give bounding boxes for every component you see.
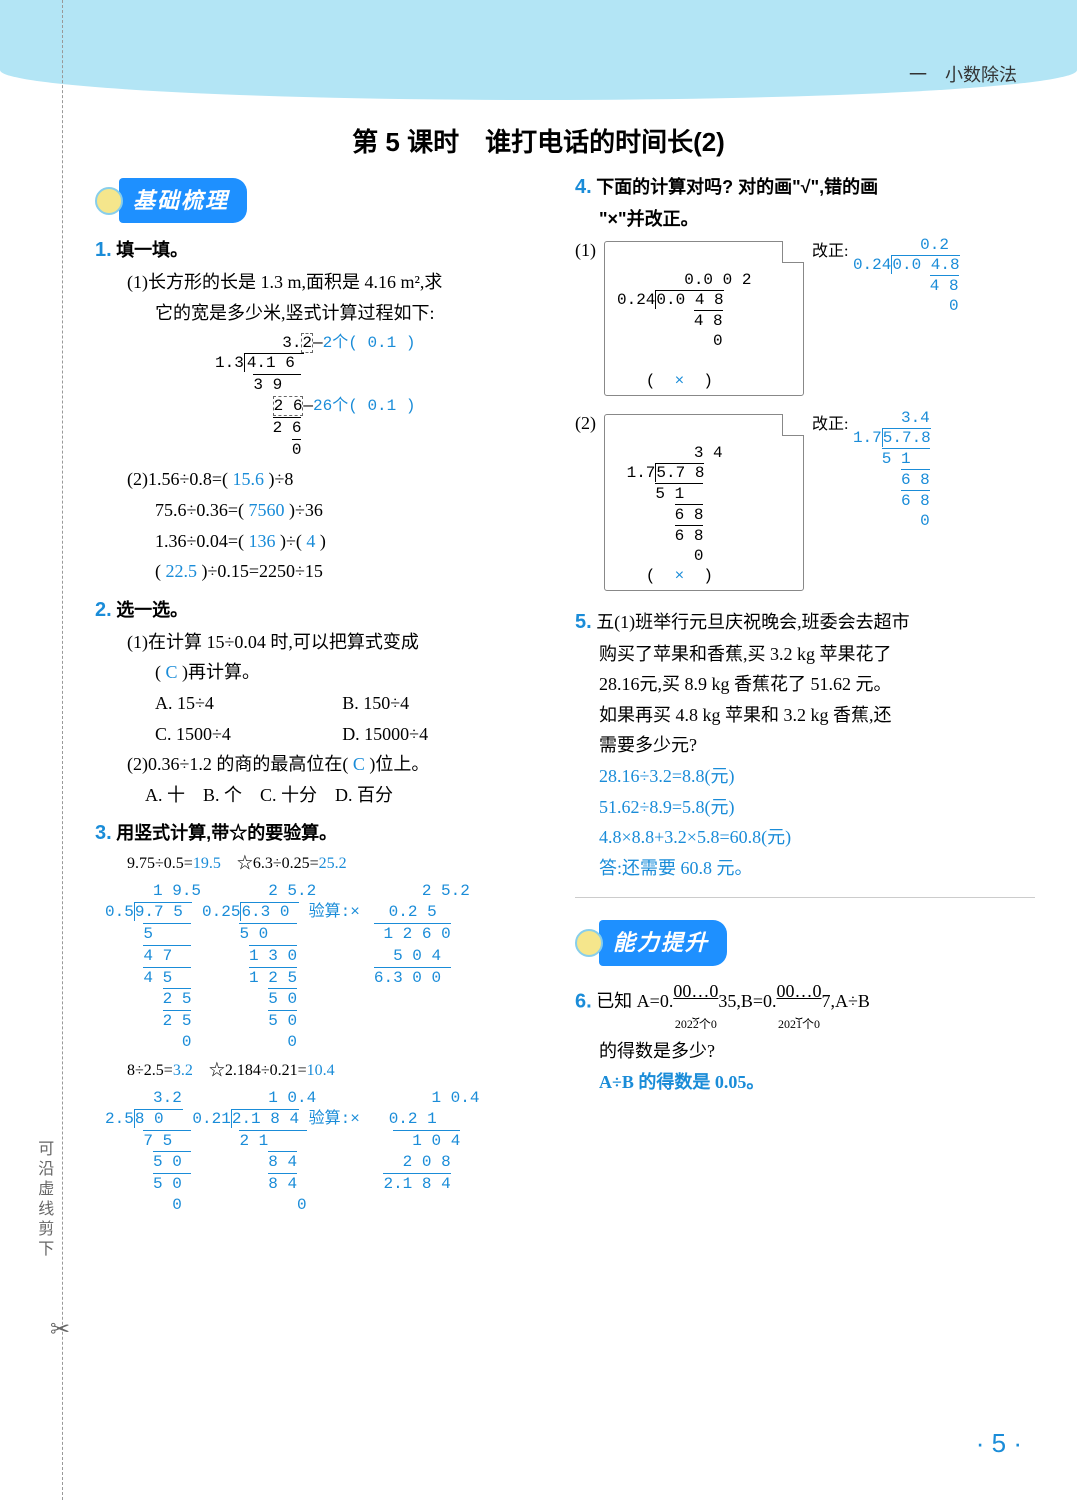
q2-2-opts: A. 十 B. 个 C. 十分 D. 百分	[95, 780, 545, 811]
q4-title2: "×"并改正。	[575, 204, 1035, 235]
badge-ability-text: 能力提升	[599, 920, 727, 965]
badge-basics: 基础梳理	[95, 178, 247, 223]
q4-2-corr: 改正: 3.4 1.75.7.8 5 1 6 8 6 8 0	[812, 408, 931, 531]
q2-1b: ( C )再计算。	[95, 657, 545, 688]
q3-row2: 8÷2.5=3.2 ☆2.184÷0.21=10.4	[95, 1057, 545, 1084]
cut-line	[62, 0, 63, 1500]
q2-1-optA: A. 15÷4	[155, 688, 342, 719]
q6-t1: 已知 A=0.00…0⏟2022个035,B=0.00…0⏟2021个07,A÷…	[596, 991, 870, 1011]
q1-2d: ( 22.5 )÷0.15=2250÷15	[95, 556, 545, 587]
q2-num: 2.	[95, 599, 112, 621]
badge-basics-text: 基础梳理	[119, 178, 247, 223]
q2-2: (2)0.36÷1.2 的商的最高位在( C )位上。	[95, 749, 545, 780]
clock-icon	[575, 929, 603, 957]
q2-2-optA: A. 十	[145, 780, 185, 811]
q2-1-opts: A. 15÷4 B. 150÷4 C. 1500÷4 D. 15000÷4	[95, 688, 545, 749]
q3-row1: 9.75÷0.5=19.5 ☆6.3÷0.25=25.2	[95, 850, 545, 877]
q2-2-optB: B. 个	[203, 780, 242, 811]
q4: 4. 下面的计算对吗? 对的画"√",错的画 "×"并改正。 (1) 0.0 0…	[575, 170, 1035, 597]
q5-t5: 需要多少元?	[575, 730, 1035, 761]
q3: 3. 用竖式计算,带☆的要验算。 9.75÷0.5=19.5 ☆6.3÷0.25…	[95, 816, 545, 1216]
q4-2-correction: 3.4 1.75.7.8 5 1 6 8 6 8 0	[853, 408, 931, 531]
q4-1-box: 0.0 0 2 0.240.0 4 8 4 8 0 ( × )	[604, 241, 804, 396]
q1-num: 1.	[95, 239, 112, 261]
q5-num: 5.	[575, 611, 592, 633]
q2-1-optB: B. 150÷4	[342, 688, 529, 719]
page-title: 第 5 课时 谁打电话的时间长(2)	[0, 120, 1077, 164]
q6: 6. 已知 A=0.00…0⏟2022个035,B=0.00…0⏟2021个07…	[575, 976, 1035, 1098]
q5: 5. 五(1)班举行元旦庆祝晚会,班委会去超市 购买了苹果和香蕉,买 3.2 k…	[575, 605, 1035, 884]
q1: 1. 填一填。 (1)长方形的长是 1.3 m,面积是 4.16 m²,求 它的…	[95, 233, 545, 586]
q6-num: 6.	[575, 990, 592, 1012]
q1-1b: 它的宽是多少米,竖式计算过程如下:	[95, 298, 545, 329]
q1-title: 填一填。	[116, 240, 188, 260]
q4-1-corr: 改正: 0.2 0.240.0 4.8 4 8 0	[812, 235, 960, 316]
q5-t3: 28.16元,买 8.9 kg 香蕉花了 51.62 元。	[575, 669, 1035, 700]
q5-t1: 五(1)班举行元旦庆祝晚会,班委会去超市	[596, 612, 910, 632]
q3-title: 用竖式计算,带☆的要验算。	[116, 823, 337, 843]
q4-1: (1) 0.0 0 2 0.240.0 4 8 4 8 0 ( × ) 改正: …	[575, 235, 1035, 402]
divider	[575, 897, 1035, 898]
q3-num: 3.	[95, 822, 112, 844]
q1-longdiv: 3.2—2个( 0.1 ) 1.34.1 6 3 9 2 6—26个( 0.1 …	[95, 333, 545, 461]
q4-2-label: (2)	[575, 408, 596, 439]
badge-ability: 能力提升	[575, 920, 727, 965]
q5-s1: 28.16÷3.2=8.8(元)	[575, 761, 1035, 792]
paper-tear-icon	[782, 414, 804, 436]
q5-s4: 答:还需要 60.8 元。	[575, 853, 1035, 884]
clock-icon	[95, 187, 123, 215]
q2-1-optD: D. 15000÷4	[342, 719, 529, 750]
q5-s3: 4.8×8.8+3.2×5.8=60.8(元)	[575, 822, 1035, 853]
paper-tear-icon	[782, 241, 804, 263]
q1-1: (1)长方形的长是 1.3 m,面积是 4.16 m²,求	[95, 267, 545, 298]
q2-1-optC: C. 1500÷4	[155, 719, 342, 750]
q5-t4: 如果再买 4.8 kg 苹果和 3.2 kg 香蕉,还	[575, 700, 1035, 731]
q4-2: (2) 3 4 1.75.7 8 5 1 6 8 6 8 0 ( × ) 改正:…	[575, 408, 1035, 597]
q4-num: 4.	[575, 176, 592, 198]
q1-2b: 75.6÷0.36=( 7560 )÷36	[95, 495, 545, 526]
q1-2c: 1.36÷0.04=( 136 )÷( 4 )	[95, 526, 545, 557]
q2-1: (1)在计算 15÷0.04 时,可以把算式变成	[95, 627, 545, 658]
chapter-label: 一 小数除法	[909, 60, 1017, 91]
q4-1-label: (1)	[575, 235, 596, 266]
page-number: · 5 ·	[976, 1421, 1022, 1465]
left-column: 基础梳理 1. 填一填。 (1)长方形的长是 1.3 m,面积是 4.16 m²…	[95, 170, 545, 1220]
q2-title: 选一选。	[116, 600, 188, 620]
q2-2-optC: C. 十分	[260, 780, 317, 811]
q4-title: 下面的计算对吗? 对的画"√",错的画	[596, 177, 878, 197]
q3-work2: 3.2 1 0.4 1 0.4 2.58 0 0.212.1 8 4 验算:× …	[95, 1088, 545, 1216]
content-columns: 基础梳理 1. 填一填。 (1)长方形的长是 1.3 m,面积是 4.16 m²…	[95, 170, 1035, 1220]
q2-2-optD: D. 百分	[335, 780, 393, 811]
q4-2-box: 3 4 1.75.7 8 5 1 6 8 6 8 0 ( × )	[604, 414, 804, 591]
q6-ans: A÷B 的得数是 0.05。	[575, 1067, 1035, 1098]
cut-line-text: 可沿虚线剪下	[30, 1140, 57, 1260]
q1-2a: (2)1.56÷0.8=( 15.6 )÷8	[95, 464, 545, 495]
scissors-icon: ✂	[50, 1310, 70, 1351]
q4-1-correction: 0.2 0.240.0 4.8 4 8 0	[853, 235, 960, 316]
q6-t2: 的得数是多少?	[575, 1036, 1035, 1067]
q2: 2. 选一选。 (1)在计算 15÷0.04 时,可以把算式变成 ( C )再计…	[95, 593, 545, 811]
q3-work1: 1 9.5 2 5.2 2 5.2 0.59.7 5 0.256.3 0 验算:…	[95, 881, 545, 1052]
q5-s2: 51.62÷8.9=5.8(元)	[575, 792, 1035, 823]
q5-t2: 购买了苹果和香蕉,买 3.2 kg 苹果花了	[575, 639, 1035, 670]
right-column: 4. 下面的计算对吗? 对的画"√",错的画 "×"并改正。 (1) 0.0 0…	[575, 170, 1035, 1220]
